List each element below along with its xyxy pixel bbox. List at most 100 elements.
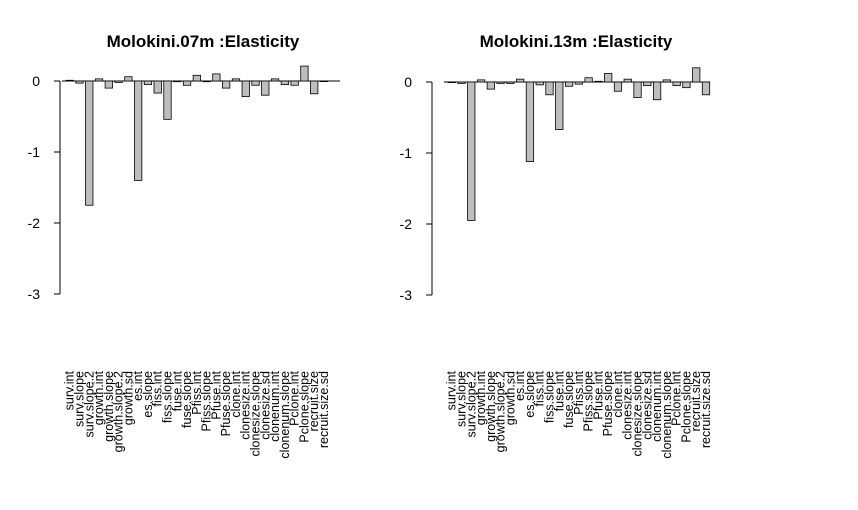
x-category-label: growth.int [474,370,488,425]
x-category-label: es.slope [523,371,537,418]
bar-surv-slope-2 [467,81,476,221]
x-category-label: es.slope [141,371,155,418]
bar-clonesize-slope [251,80,260,86]
x-category-label: Pclone.slope [297,371,311,443]
x-category-label: Pfiss.slope [200,371,214,431]
x-category-label: clonenum.int [650,370,664,441]
x-category-label: Pfuse.slope [601,371,615,436]
x-category-label: Pfuse.slope [219,371,233,436]
bar-clone-int [231,78,241,82]
bar-Pfiss-int [574,81,583,85]
bar-clonenum-slope [662,79,671,83]
bar-es-slope [143,80,153,85]
x-category-label: clonenum.int [268,370,282,441]
bar-growth-int [476,79,486,83]
bar-Pclone-int [672,81,681,86]
x-category-label: surv.int [63,370,77,410]
bar-fuse-int [555,81,564,130]
bar-es-int [516,78,525,83]
bar-Pfiss-int [192,74,201,82]
x-category-label: fuse.slope [562,371,576,428]
y-tick-label: 0 [404,74,412,90]
x-category-label: clonesize.sd [640,371,654,440]
x-category-label: fuse.int [552,370,566,411]
x-category-label: surv.slope.2 [464,371,478,438]
x-category-label: surv.slope [454,371,468,427]
bar-growth-slope-2 [114,80,123,83]
x-category-label: es.int [513,370,527,400]
bar-surv-int [65,79,74,82]
x-category-label: Pfuse.int [209,370,223,419]
bar-growth-slope [104,80,113,89]
x-category-label: Pclone.slope [679,371,693,443]
x-category-label: Pfiss.int [190,370,204,414]
bar-clone-int [613,81,623,92]
x-category-label: surv.slope.2 [82,371,96,438]
x-category-label: growth.slope.2 [494,371,508,452]
bar-fuse-slope [182,80,192,86]
bar-clonesize-int [623,78,632,83]
y-tick-label: -3 [400,287,413,303]
bar-Pclone-int [290,80,299,86]
bar-clonesize-sd [261,80,270,96]
bar-fuse-int [173,80,182,83]
x-category-label: fuse.int [170,370,184,411]
x-category-label: recruit.size.sd [699,371,713,448]
x-category-label: growth.slope.2 [112,371,126,452]
bar-es-slope [525,81,535,162]
x-category-label: fiss.int [533,370,547,406]
x-category-label: fiss.slope [161,371,175,423]
x-category-label: Pclone.int [670,370,684,425]
y-tick-label: -1 [400,145,413,161]
bar-Pclone-slope [682,81,691,89]
y-tick-label: -3 [28,286,41,302]
x-category-label: clonesize.sd [258,371,272,440]
x-category-label: clonesize.slope [249,371,263,457]
y-tick-label: -2 [28,215,41,231]
bar-fiss-int [535,81,544,86]
chart-panel-1: Molokini.07m :Elasticity0-1-2-3surv.ints… [28,32,340,459]
bar-surv-int [447,81,456,84]
x-category-label: clone.int [229,370,243,417]
bar-recruit-size [692,67,701,83]
x-category-label: clonesize.int [621,370,635,439]
bar-clonenum-slope [280,80,289,85]
bar-Pfuse-slope [222,80,231,89]
bar-Pfiss-slope [584,77,593,83]
x-category-label: clonenum.slope [660,371,674,459]
y-tick-label: -1 [28,144,41,160]
bar-growth-slope-2 [496,81,505,84]
x-category-label: recruit.size [307,371,321,431]
x-category-label: surv.int [445,370,459,410]
bar-surv-slope-2 [85,80,94,206]
x-category-label: growth.slope [484,371,498,442]
chart-title: Molokini.07m :Elasticity [107,32,300,51]
x-category-label: clonenum.slope [278,371,292,459]
x-category-label: Pfiss.int [572,370,586,414]
y-tick-label: -2 [400,216,413,232]
x-category-label: Pclone.int [288,370,302,425]
bar-surv-slope [457,81,466,84]
x-category-label: surv.slope [72,371,86,427]
x-category-label: recruit.size [689,371,703,431]
bar-fiss-int [153,80,162,94]
bar-clonesize-int [241,80,250,98]
bar-clonenum-int [652,81,662,101]
x-category-label: fuse.slope [180,371,194,428]
bar-growth-slope [486,81,495,90]
x-category-label: clonesize.slope [631,371,645,457]
bar-clonesize-sd [643,81,652,86]
bar-surv-slope [75,80,84,84]
x-category-label: clonesize.int [239,370,253,439]
bar-growth-sd [506,81,515,84]
bar-fiss-slope [545,81,554,96]
bar-growth-sd [124,76,133,82]
bar-es-int [134,80,143,181]
x-category-label: fiss.slope [543,371,557,423]
x-category-label: growth.slope [102,371,116,442]
bar-Pfuse-int [594,80,603,83]
bar-Pfuse-int [212,73,221,82]
x-category-label: Pfiss.slope [582,371,596,431]
bar-clonenum-int [270,78,280,82]
